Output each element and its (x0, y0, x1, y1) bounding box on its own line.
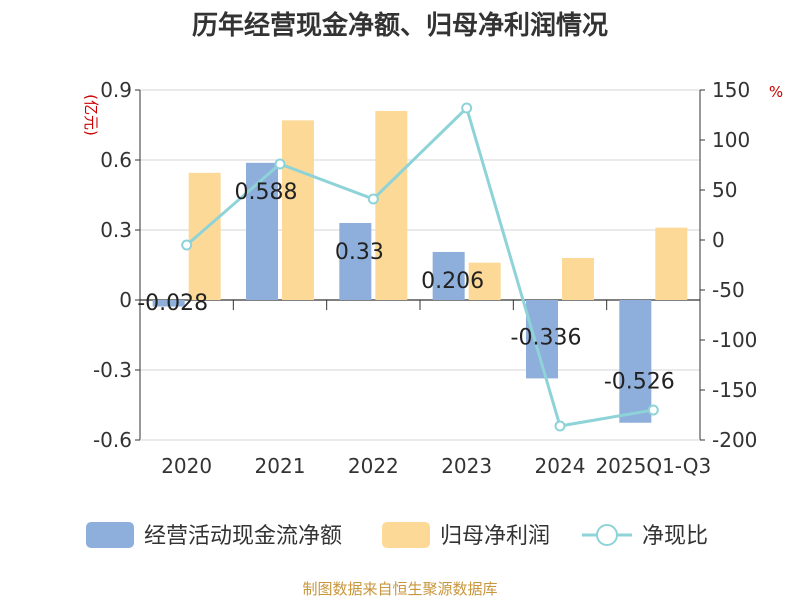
y-right-tick-label: -50 (712, 278, 745, 302)
point-cash-ratio (181, 239, 193, 251)
legend: 经营活动现金流净额 归母净利润 净现比 (86, 522, 708, 549)
y-right-tick-label: 50 (712, 178, 737, 202)
y-right-tick-label: -200 (712, 428, 757, 452)
y-right-tick-label: -150 (712, 378, 757, 402)
bar-net-profit (562, 258, 594, 300)
y-right-unit: % (769, 83, 783, 101)
line-layer (181, 102, 659, 432)
y-left-tick-label: 0.6 (100, 148, 132, 172)
bar-operating-cash-flow (432, 251, 465, 300)
y-right-tick-label: 0 (712, 228, 725, 252)
point-cash-ratio (554, 420, 566, 432)
bar-net-profit (468, 262, 501, 300)
data-label-operating-cash-flow: 0.33 (335, 240, 384, 265)
y-right-tick-label: 100 (712, 128, 750, 152)
y-right-tick-label: 150 (712, 78, 750, 102)
data-label-operating-cash-flow: 0.588 (235, 180, 298, 205)
legend-label-cash-ratio: 净现比 (642, 524, 708, 549)
x-category-label: 2022 (348, 454, 399, 478)
bar-net-profit (655, 227, 688, 300)
data-label-operating-cash-flow: 0.206 (421, 269, 484, 294)
bar-layer (152, 111, 688, 423)
x-category-label: 2023 (441, 454, 492, 478)
bar-operating-cash-flow (152, 300, 185, 307)
x-category-label: 2020 (161, 454, 212, 478)
data-label-operating-cash-flow: -0.028 (137, 291, 208, 316)
bar-operating-cash-flow (619, 300, 652, 423)
label-layer: -0.028 0.588 0.33 0.206 -0.336 -0.526 (137, 180, 675, 395)
legend-label-operating-cash-flow: 经营活动现金流净额 (144, 524, 342, 549)
x-category-label: 2025Q1-Q3 (595, 454, 711, 478)
y-right-tick-label: -100 (712, 328, 757, 352)
chart-title: 历年经营现金净额、归母净利润情况 (192, 10, 608, 41)
point-cash-ratio (274, 158, 286, 170)
data-label-operating-cash-flow: -0.526 (604, 370, 675, 395)
point-cash-ratio (461, 102, 473, 114)
y-left-tick-label: 0.3 (100, 218, 132, 242)
legend-swatch-operating-cash-flow (86, 522, 134, 548)
y-left-unit: (亿元) (82, 94, 100, 136)
bar-operating-cash-flow (246, 162, 278, 300)
bar-operating-cash-flow (339, 223, 372, 300)
bar-net-profit (282, 120, 314, 300)
y-left-tick-label: 0 (119, 288, 132, 312)
x-category-label: 2024 (535, 454, 586, 478)
legend-label-net-profit: 归母净利润 (440, 524, 550, 549)
x-category-label: 2021 (255, 454, 306, 478)
legend-swatch-cash-ratio-marker (596, 524, 618, 546)
bar-net-profit (375, 111, 408, 300)
legend-swatch-net-profit (382, 522, 430, 548)
point-cash-ratio (647, 404, 659, 416)
y-left-tick-label: -0.3 (93, 358, 132, 382)
y-left-tick-label: -0.6 (93, 428, 132, 452)
point-cash-ratio (367, 193, 379, 205)
data-label-operating-cash-flow: -0.336 (511, 325, 582, 350)
bar-net-profit (188, 172, 221, 300)
y-left-tick-label: 0.9 (100, 78, 132, 102)
axis-layer: 0.9 0.6 0.3 0 -0.3 -0.6 150 100 50 0 -50 -100 -150 -2… (82, 78, 783, 478)
line-cash-ratio (185, 105, 654, 428)
source-note: 制图数据来自恒生聚源数据库 (302, 580, 497, 598)
